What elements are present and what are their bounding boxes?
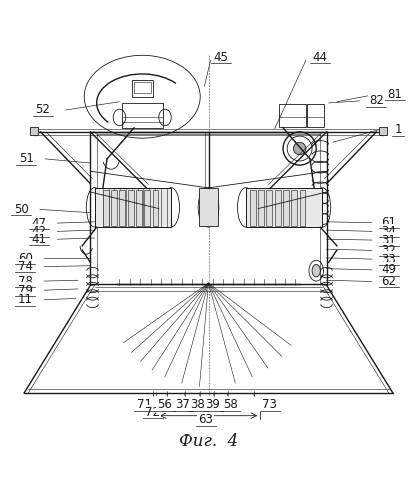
- Bar: [95, 188, 171, 227]
- Bar: [134, 82, 151, 94]
- Text: 73: 73: [262, 398, 277, 411]
- Text: Фиг.  4: Фиг. 4: [179, 433, 238, 450]
- Bar: [250, 190, 256, 226]
- Text: 37: 37: [176, 398, 190, 411]
- Text: 49: 49: [381, 264, 396, 276]
- Bar: [128, 190, 133, 226]
- Text: 63: 63: [198, 414, 213, 426]
- Text: 34: 34: [381, 225, 396, 238]
- Text: 44: 44: [313, 51, 328, 64]
- Text: 60: 60: [18, 252, 33, 265]
- Text: 78: 78: [18, 274, 33, 287]
- Bar: [246, 188, 322, 227]
- Text: 41: 41: [31, 232, 46, 245]
- Text: 79: 79: [18, 284, 33, 296]
- Text: 61: 61: [381, 216, 396, 229]
- Bar: [246, 188, 322, 227]
- Text: 58: 58: [223, 398, 237, 411]
- Bar: [379, 128, 387, 135]
- Text: 42: 42: [31, 225, 46, 238]
- Text: 33: 33: [381, 252, 396, 266]
- Bar: [300, 190, 305, 226]
- Text: 39: 39: [206, 398, 221, 411]
- Text: 45: 45: [214, 51, 229, 64]
- Text: 51: 51: [19, 152, 34, 166]
- Text: 82: 82: [369, 94, 384, 108]
- Text: 38: 38: [190, 398, 205, 411]
- Text: 32: 32: [381, 244, 396, 257]
- Text: 62: 62: [381, 275, 396, 288]
- Text: 50: 50: [14, 203, 29, 216]
- Ellipse shape: [294, 142, 306, 154]
- Text: 11: 11: [18, 293, 33, 306]
- Text: 81: 81: [387, 88, 402, 101]
- Bar: [275, 190, 281, 226]
- Bar: [132, 80, 153, 96]
- Ellipse shape: [312, 264, 320, 277]
- Text: 52: 52: [35, 104, 50, 117]
- Text: 47: 47: [31, 216, 46, 230]
- Bar: [307, 104, 324, 126]
- Bar: [279, 104, 306, 126]
- Bar: [111, 190, 117, 226]
- Bar: [283, 190, 289, 226]
- Bar: [95, 188, 171, 227]
- Bar: [136, 190, 142, 226]
- Bar: [153, 190, 158, 226]
- Bar: [266, 190, 272, 226]
- Bar: [119, 190, 125, 226]
- Text: 31: 31: [381, 234, 396, 246]
- Bar: [198, 188, 219, 226]
- Text: 71: 71: [137, 398, 152, 411]
- Bar: [258, 190, 264, 226]
- Text: 72: 72: [145, 406, 160, 419]
- Bar: [144, 190, 150, 226]
- Bar: [291, 190, 297, 226]
- Bar: [30, 128, 38, 135]
- Text: 56: 56: [158, 398, 173, 411]
- Text: 1: 1: [394, 124, 402, 136]
- Bar: [121, 103, 163, 128]
- Text: 74: 74: [18, 260, 33, 273]
- Bar: [103, 190, 109, 226]
